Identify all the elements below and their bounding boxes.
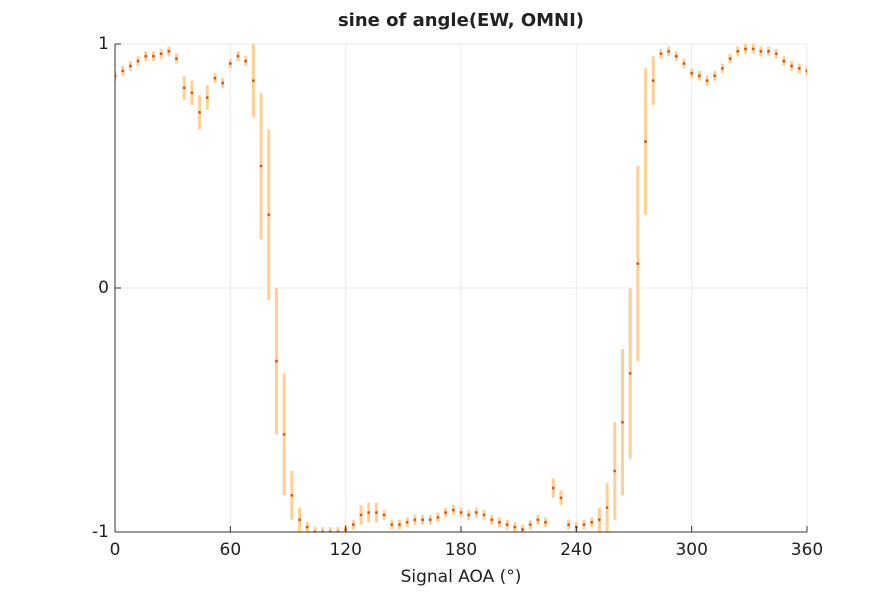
data-point: [759, 49, 763, 53]
data-point: [444, 511, 448, 514]
data-point: [674, 54, 678, 58]
data-point: [375, 511, 378, 514]
data-point: [697, 74, 701, 78]
data-point: [636, 262, 640, 265]
data-point: [659, 52, 663, 56]
data-point: [421, 518, 424, 522]
data-point: [359, 513, 363, 517]
data-point: [121, 69, 125, 73]
y-tick-label: -1: [92, 522, 109, 542]
data-point: [136, 59, 140, 63]
data-point: [467, 513, 471, 517]
data-point: [259, 164, 263, 168]
data-point: [205, 96, 209, 100]
data-point: [221, 81, 225, 85]
data-point: [751, 47, 755, 51]
data-point: [582, 523, 586, 527]
data-point: [690, 71, 694, 75]
data-point: [774, 52, 778, 56]
data-point: [782, 59, 786, 63]
data-point: [744, 47, 747, 51]
data-point: [544, 520, 547, 524]
x-tick-label: 360: [791, 540, 823, 560]
data-point: [175, 57, 178, 61]
data-point: [536, 518, 540, 522]
data-point: [559, 496, 563, 500]
data-point: [505, 523, 509, 527]
data-point: [159, 52, 163, 56]
data-point: [128, 64, 132, 68]
x-tick-label: 180: [445, 540, 477, 560]
x-axis-label: Signal AOA (°): [401, 567, 522, 587]
y-tick-label: 1: [98, 34, 109, 54]
data-point: [236, 54, 240, 58]
x-tick-label: 120: [329, 540, 361, 560]
data-point: [644, 140, 647, 144]
data-point: [521, 528, 524, 531]
data-point: [228, 62, 232, 65]
data-point: [305, 525, 309, 529]
data-point: [198, 110, 201, 114]
y-tick-label: 0: [98, 278, 109, 298]
data-point: [182, 86, 186, 90]
data-point: [213, 76, 217, 80]
data-point: [805, 69, 807, 73]
data-point: [405, 520, 409, 524]
data-point: [428, 518, 432, 522]
data-point: [152, 54, 155, 58]
data-point: [605, 506, 609, 509]
data-point: [667, 49, 670, 53]
data-point: [528, 523, 532, 527]
data-point: [598, 518, 601, 522]
data-point: [474, 511, 478, 514]
data-point: [290, 494, 294, 497]
data-point: [459, 511, 463, 514]
data-point: [413, 518, 417, 522]
data-point: [613, 469, 617, 473]
data-point: [167, 49, 171, 53]
data-point: [390, 523, 394, 527]
data-point: [298, 518, 301, 522]
data-point: [267, 213, 271, 217]
data-point: [728, 57, 732, 61]
data-point: [498, 520, 501, 524]
data-point: [190, 91, 194, 95]
data-point: [790, 64, 794, 68]
data-point: [721, 67, 724, 70]
x-tick-label: 240: [560, 540, 592, 560]
data-point: [144, 54, 148, 58]
data-point: [398, 523, 401, 527]
data-point: [367, 511, 371, 514]
data-point: [551, 486, 555, 490]
chart-title: sine of angle(EW, OMNI): [338, 10, 584, 31]
data-point: [628, 372, 632, 375]
data-point: [736, 49, 740, 53]
data-point: [513, 525, 517, 529]
data-point: [451, 508, 455, 512]
data-point: [705, 79, 709, 82]
data-point: [252, 79, 255, 82]
data-point: [797, 67, 801, 70]
data-point: [482, 513, 486, 517]
data-point: [567, 523, 571, 527]
data-point: [382, 513, 386, 517]
data-point: [436, 515, 440, 519]
data-point: [275, 359, 278, 363]
data-point: [244, 59, 248, 63]
x-tick-label: 300: [675, 540, 707, 560]
data-point: [351, 523, 355, 527]
data-point: [713, 74, 717, 78]
data-point: [651, 79, 655, 82]
data-point: [621, 420, 624, 424]
data-point: [767, 49, 770, 53]
data-point: [490, 518, 494, 522]
x-tick-label: 0: [110, 540, 121, 560]
x-tick-label: 60: [220, 540, 242, 560]
data-point: [590, 520, 594, 524]
data-point: [682, 62, 686, 65]
data-point: [282, 433, 286, 436]
